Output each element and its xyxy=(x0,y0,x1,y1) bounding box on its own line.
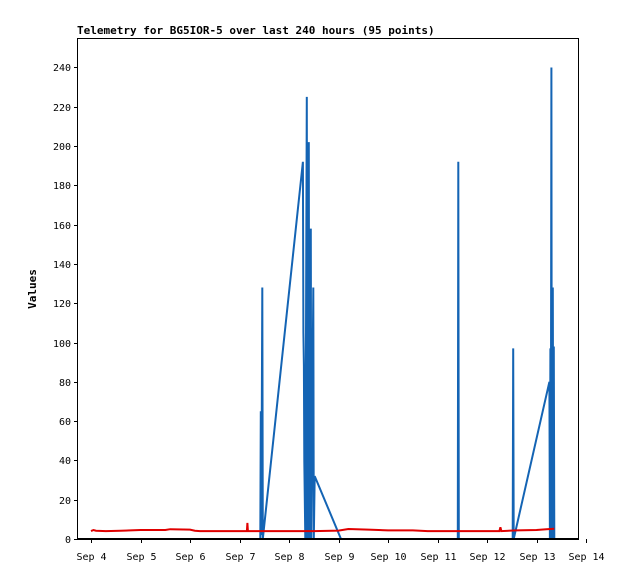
y-tick-label: 20 xyxy=(59,496,71,507)
y-tick-label: 160 xyxy=(53,221,71,232)
x-tick-label: Sep 8 xyxy=(274,552,304,563)
y-tick-label: 60 xyxy=(59,417,71,428)
y-tick-label: 220 xyxy=(53,103,71,114)
x-tick-label: Sep 12 xyxy=(469,552,505,563)
x-tick-label: Sep 4 xyxy=(76,552,106,563)
plot-frame xyxy=(77,38,579,540)
x-tick-label: Sep 13 xyxy=(519,552,555,563)
chart-title: Telemetry for BG5IOR-5 over last 240 hou… xyxy=(77,24,435,37)
series-line-2 xyxy=(90,522,555,533)
y-tick-label: 120 xyxy=(53,299,71,310)
y-tick-label: 140 xyxy=(53,260,71,271)
y-tick-label: 0 xyxy=(65,535,71,546)
y-tick-label: 80 xyxy=(59,378,71,389)
y-tick-label: 100 xyxy=(53,339,71,350)
plot-background xyxy=(77,38,578,539)
x-tick-label: Sep 11 xyxy=(420,552,456,563)
x-tick-label: Sep 7 xyxy=(225,552,255,563)
series-line-1 xyxy=(259,67,556,540)
y-axis-label: Values xyxy=(26,269,39,309)
series-layer xyxy=(90,67,556,540)
x-tick-label: Sep 10 xyxy=(370,552,406,563)
axes-layer: 0 20 40 60 80 100 120 140 160 180 200 220 240 Sep 4 Se… xyxy=(53,63,605,563)
x-tick-label: Sep 14 xyxy=(568,552,604,563)
y-tick-label: 240 xyxy=(53,63,71,74)
y-tick-label: 180 xyxy=(53,181,71,192)
y-tick-label: 40 xyxy=(59,456,71,467)
x-tick-label: Sep 9 xyxy=(324,552,354,563)
x-tick-label: Sep 5 xyxy=(126,552,156,563)
y-tick-label: 200 xyxy=(53,142,71,153)
x-tick-label: Sep 6 xyxy=(175,552,205,563)
